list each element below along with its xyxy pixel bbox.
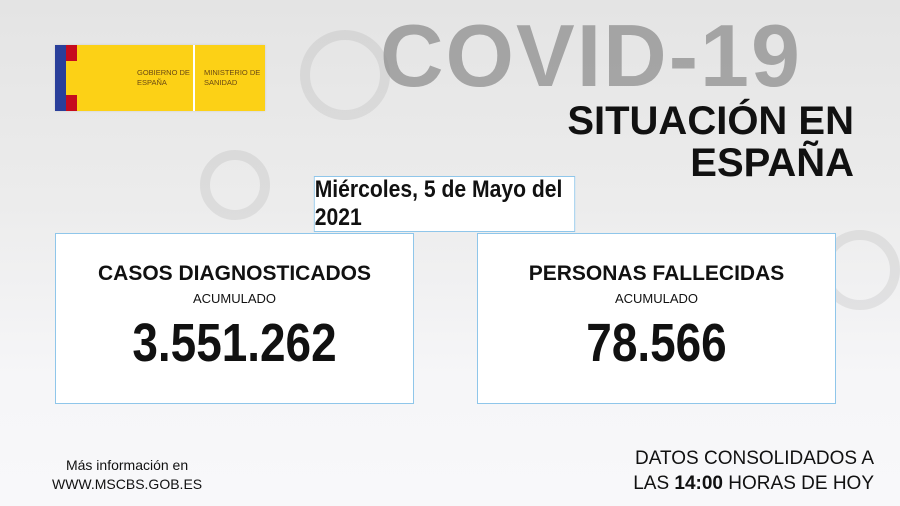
gobierno-logo: GOBIERNO DE ESPAÑA MINISTERIO DE SANIDAD bbox=[55, 45, 265, 111]
date-banner: Miércoles, 5 de Mayo del 2021 bbox=[313, 176, 576, 232]
cases-label: CASOS DIAGNOSTICADOS bbox=[97, 262, 372, 285]
cases-value: 3.551.262 bbox=[132, 313, 337, 373]
website-link[interactable]: WWW.MSCBS.GOB.ES bbox=[52, 476, 203, 492]
logo-gobierno-text: GOBIERNO DE ESPAÑA bbox=[77, 45, 195, 111]
more-info: Más información en WWW.MSCBS.GOB.ES bbox=[52, 456, 202, 494]
deaths-sublabel: ACUMULADO bbox=[614, 291, 699, 306]
cases-sublabel: ACUMULADO bbox=[192, 291, 277, 306]
cases-card: CASOS DIAGNOSTICADOS ACUMULADO 3.551.262 bbox=[55, 233, 414, 404]
consolidated-note: DATOS CONSOLIDADOS A LAS 14:00 HORAS DE … bbox=[633, 446, 874, 496]
deaths-card: PERSONAS FALLECIDAS ACUMULADO 78.566 bbox=[477, 233, 836, 404]
virus-decoration bbox=[300, 30, 390, 120]
situation-title: SITUACIÓN EN ESPAÑA bbox=[567, 100, 854, 184]
logo-ministerio-text: MINISTERIO DE SANIDAD bbox=[195, 45, 265, 111]
covid-title: COVID-19 bbox=[380, 6, 802, 105]
consolidated-time: 14:00 bbox=[674, 473, 724, 494]
consolidated-post: HORAS DE HOY bbox=[728, 473, 874, 494]
situation-line-1: SITUACIÓN EN bbox=[567, 99, 854, 143]
consolidated-line-1: DATOS CONSOLIDADOS A bbox=[635, 448, 874, 469]
more-info-text: Más información en bbox=[65, 457, 189, 473]
deaths-label: PERSONAS FALLECIDAS bbox=[528, 262, 785, 285]
deaths-value: 78.566 bbox=[586, 313, 727, 373]
virus-decoration bbox=[200, 150, 270, 220]
situation-line-2: ESPAÑA bbox=[690, 141, 854, 185]
consolidated-pre: LAS bbox=[633, 473, 670, 494]
